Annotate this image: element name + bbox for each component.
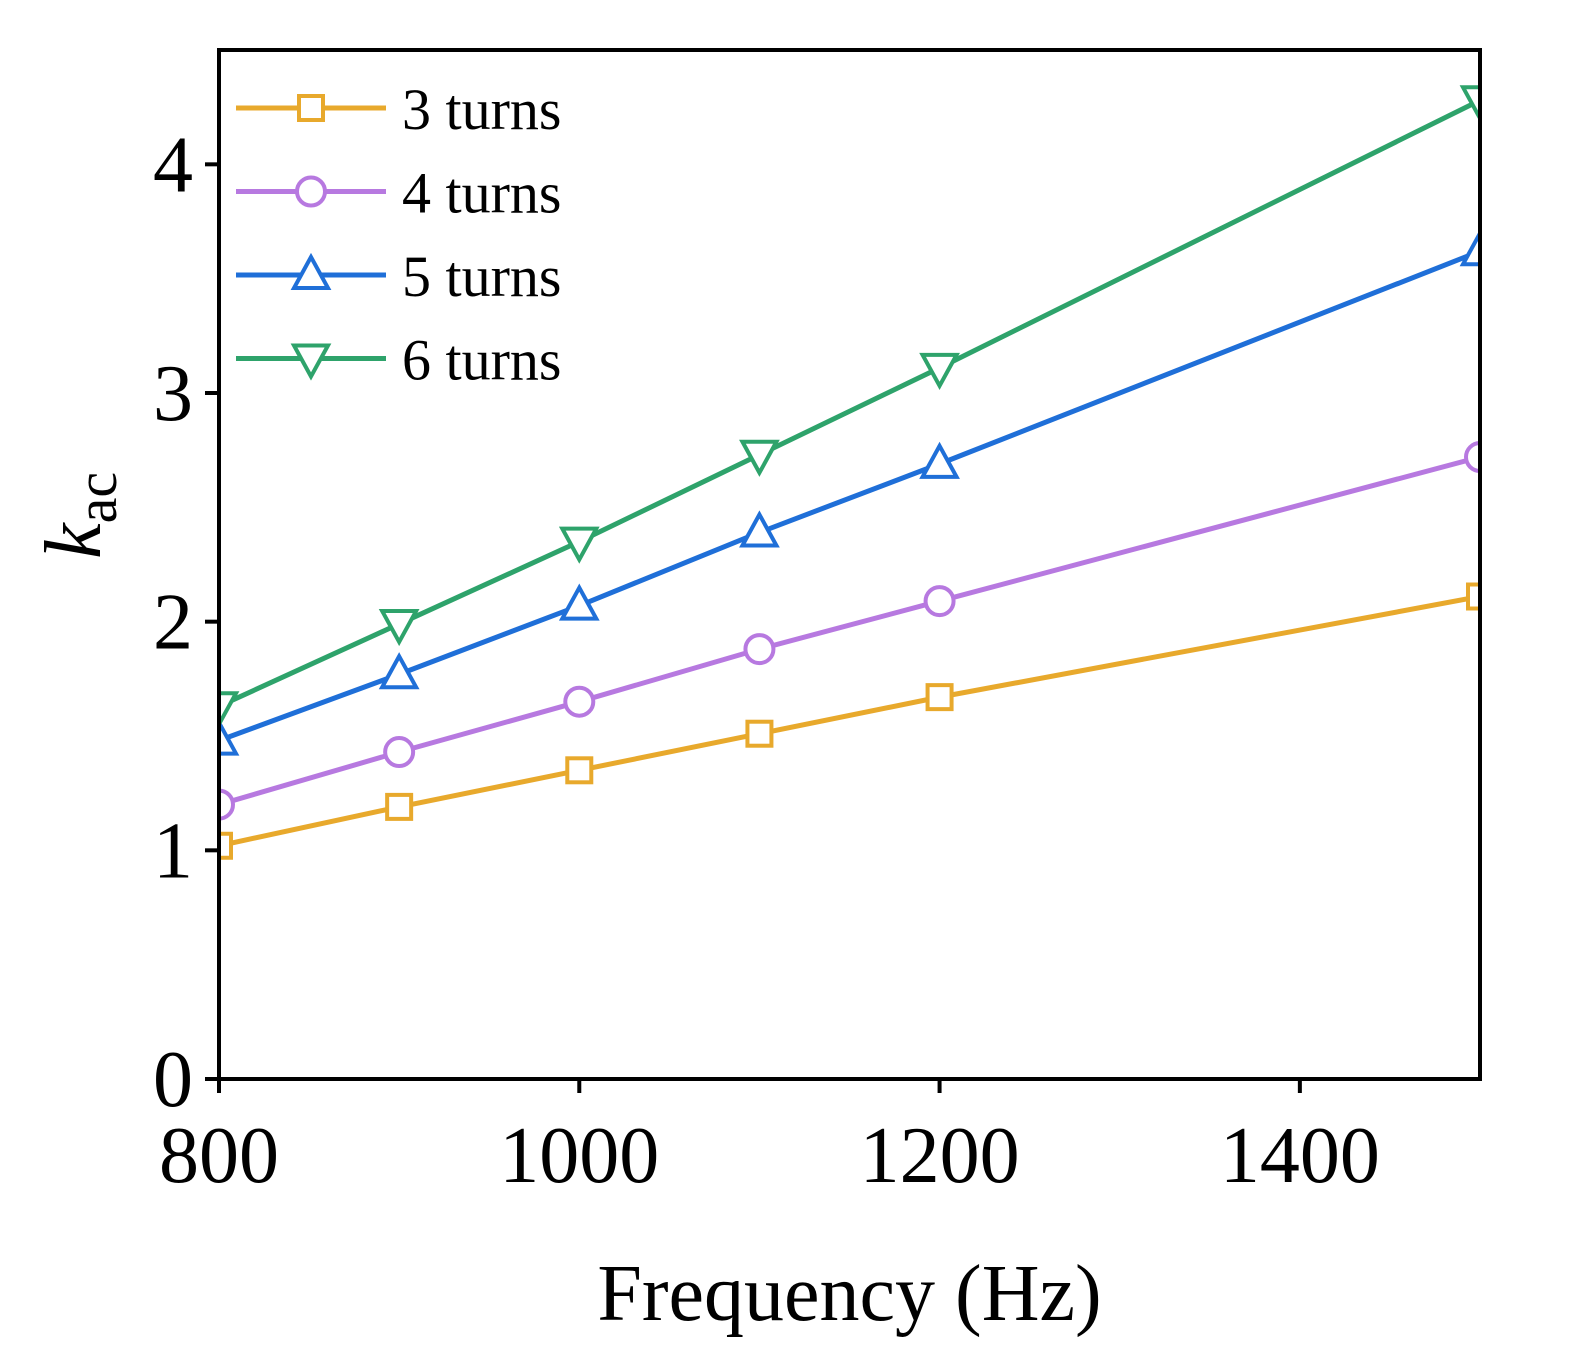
legend: 3 turns 4 turns 5 turns 6 turns bbox=[236, 77, 562, 393]
series-line bbox=[219, 594, 1480, 849]
data-point bbox=[219, 788, 235, 821]
data-point bbox=[378, 608, 420, 647]
data-point bbox=[925, 683, 954, 712]
plot-frame bbox=[217, 48, 1482, 1081]
x-tick-label: 1200 bbox=[860, 1112, 1020, 1200]
series-4-turns bbox=[219, 441, 1480, 821]
y-axis: 0 1 2 3 4 bbox=[153, 121, 219, 1124]
series-6-turns bbox=[219, 85, 1480, 729]
y-axis-title: kac bbox=[30, 472, 129, 559]
data-point bbox=[219, 718, 240, 756]
data-point bbox=[219, 831, 233, 860]
legend-item: 3 turns bbox=[236, 77, 562, 142]
legend-label: 6 turns bbox=[402, 328, 562, 393]
series-line bbox=[219, 98, 1480, 709]
x-tick-label: 800 bbox=[159, 1112, 279, 1200]
data-point bbox=[219, 691, 240, 729]
series-layer bbox=[219, 85, 1480, 860]
legend-item: 6 turns bbox=[236, 328, 562, 393]
y-tick-label: 4 bbox=[153, 121, 193, 209]
legend-marker bbox=[297, 94, 325, 122]
data-point bbox=[565, 756, 594, 785]
data-point bbox=[745, 719, 774, 748]
legend-item: 4 turns bbox=[236, 161, 562, 226]
data-point bbox=[923, 585, 956, 618]
x-axis-title: Frequency (Hz) bbox=[597, 1250, 1101, 1338]
data-point bbox=[558, 526, 600, 564]
legend-label: 4 turns bbox=[402, 161, 562, 226]
legend-marker bbox=[290, 252, 332, 290]
x-tick-label: 1400 bbox=[1220, 1112, 1380, 1200]
y-axis-title-main: k bbox=[30, 522, 118, 559]
data-point bbox=[743, 633, 776, 666]
legend-label: 5 turns bbox=[402, 244, 562, 309]
y-tick-label: 1 bbox=[153, 807, 193, 895]
series-5-turns bbox=[219, 229, 1480, 756]
data-point bbox=[739, 510, 780, 548]
series-line bbox=[219, 248, 1480, 743]
series-3-turns bbox=[219, 582, 1480, 860]
data-point bbox=[563, 685, 596, 718]
y-tick-label: 0 bbox=[153, 1036, 193, 1124]
x-tick-label: 1000 bbox=[499, 1112, 659, 1200]
data-point bbox=[919, 352, 960, 391]
x-axis: 800 1000 1200 1400 bbox=[159, 1079, 1380, 1200]
data-point bbox=[919, 441, 960, 479]
data-point bbox=[739, 439, 780, 477]
y-axis-title-sub: ac bbox=[64, 472, 129, 524]
data-point bbox=[1459, 85, 1480, 123]
data-point bbox=[383, 736, 416, 769]
legend-item: 5 turns bbox=[236, 244, 562, 309]
y-tick-label: 3 bbox=[153, 350, 193, 438]
series-line bbox=[219, 454, 1480, 807]
data-point bbox=[558, 583, 600, 621]
data-point bbox=[378, 652, 420, 690]
data-point bbox=[385, 792, 414, 821]
legend-marker bbox=[295, 175, 327, 208]
legend-label: 3 turns bbox=[402, 77, 562, 142]
legend-marker bbox=[290, 343, 332, 381]
data-point bbox=[1464, 441, 1480, 474]
data-point bbox=[1459, 229, 1480, 267]
data-point bbox=[1466, 582, 1480, 611]
y-tick-label: 2 bbox=[153, 579, 193, 667]
